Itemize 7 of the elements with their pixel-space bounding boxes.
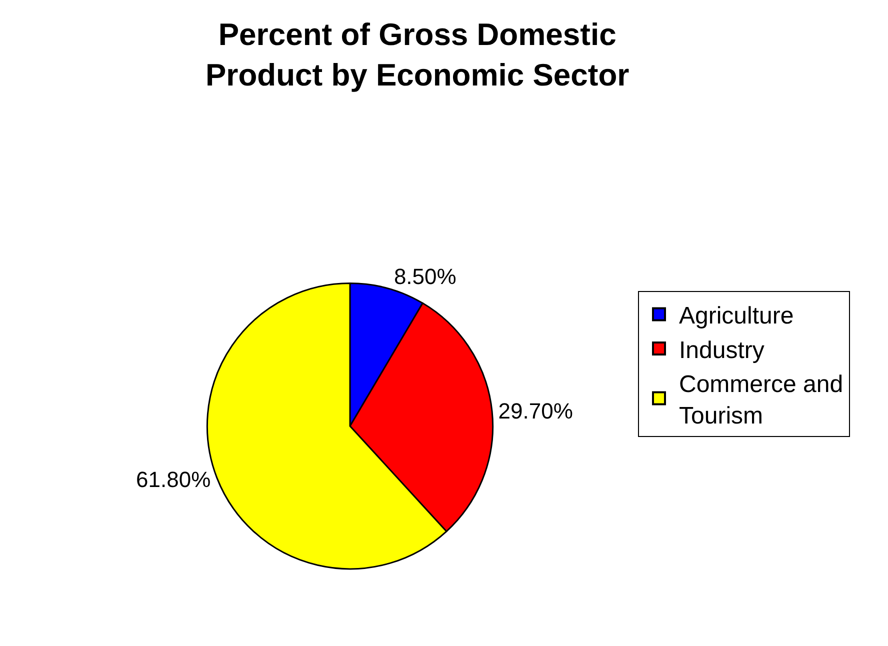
- chart-title: Percent of Gross Domestic Product by Economic Sector: [205, 17, 630, 93]
- legend-label: Commerce and Tourism: [679, 371, 844, 430]
- legend-label: Agriculture: [679, 302, 794, 330]
- legend-label: Industry: [679, 336, 764, 364]
- data-label: 61.80%: [136, 466, 211, 492]
- data-label: 8.50%: [394, 264, 456, 290]
- data-label: 29.70%: [498, 398, 573, 424]
